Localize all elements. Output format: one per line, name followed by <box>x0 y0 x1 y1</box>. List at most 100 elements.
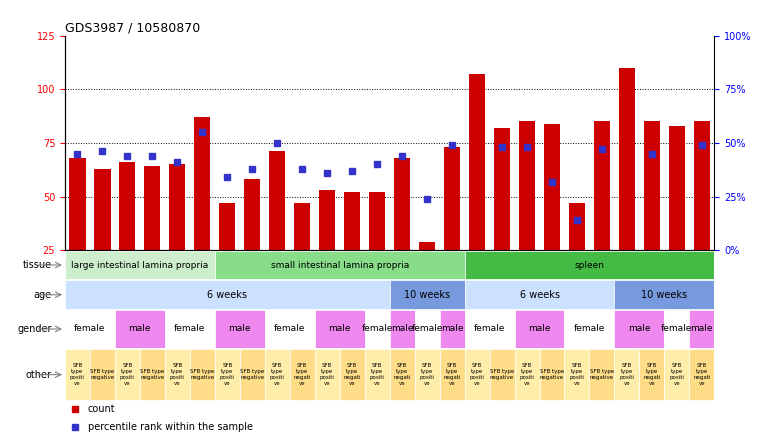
Bar <box>215 310 265 348</box>
Text: large intestinal lamina propria: large intestinal lamina propria <box>71 261 209 270</box>
Text: SFB
type
positi
ve: SFB type positi ve <box>320 364 335 386</box>
Bar <box>539 349 565 400</box>
Bar <box>340 349 364 400</box>
Bar <box>65 281 390 309</box>
Text: SFB
type
negati
ve: SFB type negati ve <box>693 364 711 386</box>
Text: female: female <box>274 325 306 333</box>
Bar <box>390 310 415 348</box>
Bar <box>115 349 140 400</box>
Text: female: female <box>474 325 505 333</box>
Text: SFB type
negative: SFB type negative <box>590 369 614 380</box>
Bar <box>265 349 290 400</box>
Bar <box>415 349 439 400</box>
Text: SFB
type
positi
ve: SFB type positi ve <box>220 364 235 386</box>
Text: male: male <box>228 325 251 333</box>
Bar <box>514 349 539 400</box>
Text: female: female <box>661 325 692 333</box>
Text: male: male <box>691 325 713 333</box>
Text: male: male <box>329 325 351 333</box>
Text: count: count <box>88 404 115 414</box>
Bar <box>494 128 510 250</box>
Bar <box>215 251 465 279</box>
Bar <box>689 349 714 400</box>
Bar <box>369 192 385 250</box>
Text: male: male <box>128 325 151 333</box>
Bar <box>115 310 165 348</box>
Text: SFB
type
positi
ve: SFB type positi ve <box>620 364 634 386</box>
Text: 6 weeks: 6 weeks <box>207 290 248 300</box>
Bar <box>344 192 361 250</box>
Text: SFB type
negative: SFB type negative <box>141 369 164 380</box>
Text: male: male <box>441 325 463 333</box>
Bar <box>269 151 286 250</box>
Bar <box>594 121 610 250</box>
Bar <box>265 310 315 348</box>
Text: SFB
type
negati
ve: SFB type negati ve <box>293 364 311 386</box>
Bar <box>364 310 390 348</box>
Text: female: female <box>361 325 393 333</box>
Bar <box>439 310 465 348</box>
Text: SFB type
negative: SFB type negative <box>540 369 564 380</box>
Text: SFB
type
negati
ve: SFB type negati ve <box>443 364 461 386</box>
Text: 10 weeks: 10 weeks <box>641 290 688 300</box>
Bar <box>194 117 210 250</box>
Bar <box>319 190 335 250</box>
Text: male: male <box>528 325 551 333</box>
Text: SFB
type
positi
ve: SFB type positi ve <box>270 364 285 386</box>
Bar <box>519 121 535 250</box>
Bar <box>65 310 115 348</box>
Text: SFB
type
negati
ve: SFB type negati ve <box>643 364 661 386</box>
Text: SFB
type
positi
ve: SFB type positi ve <box>370 364 384 386</box>
Bar <box>65 251 215 279</box>
Bar <box>65 349 90 400</box>
Bar <box>544 123 560 250</box>
Bar <box>94 169 111 250</box>
Bar <box>165 310 215 348</box>
Text: SFB type
negative: SFB type negative <box>190 369 215 380</box>
Bar <box>119 162 135 250</box>
Bar <box>668 126 685 250</box>
Text: male: male <box>628 325 651 333</box>
Bar <box>569 203 585 250</box>
Text: spleen: spleen <box>575 261 604 270</box>
Bar <box>90 349 115 400</box>
Bar <box>465 310 514 348</box>
Text: SFB
type
positi
ve: SFB type positi ve <box>170 364 185 386</box>
Bar <box>614 349 639 400</box>
Text: SFB
type
negati
ve: SFB type negati ve <box>393 364 411 386</box>
Bar <box>619 68 635 250</box>
Bar <box>614 281 714 309</box>
Text: SFB
type
positi
ve: SFB type positi ve <box>70 364 85 386</box>
Text: SFB
type
positi
ve: SFB type positi ve <box>569 364 584 386</box>
Bar <box>189 349 215 400</box>
Bar <box>315 310 364 348</box>
Bar <box>490 349 514 400</box>
Bar <box>394 158 410 250</box>
Bar <box>465 281 614 309</box>
Bar <box>694 121 710 250</box>
Bar <box>469 74 485 250</box>
Bar <box>169 164 186 250</box>
Bar <box>665 349 689 400</box>
Text: percentile rank within the sample: percentile rank within the sample <box>88 421 253 432</box>
Text: GDS3987 / 10580870: GDS3987 / 10580870 <box>65 21 200 34</box>
Bar <box>315 349 340 400</box>
Bar <box>390 349 415 400</box>
Text: SFB type
negative: SFB type negative <box>90 369 115 380</box>
Bar <box>240 349 265 400</box>
Bar <box>390 281 465 309</box>
Bar <box>639 349 665 400</box>
Text: SFB
type
positi
ve: SFB type positi ve <box>470 364 484 386</box>
Text: gender: gender <box>18 324 52 334</box>
Text: 10 weeks: 10 weeks <box>404 290 450 300</box>
Text: SFB
type
positi
ve: SFB type positi ve <box>669 364 685 386</box>
Bar <box>419 242 435 250</box>
Text: 6 weeks: 6 weeks <box>520 290 559 300</box>
Bar <box>565 349 590 400</box>
Bar <box>444 147 460 250</box>
Bar <box>294 203 310 250</box>
Bar <box>290 349 315 400</box>
Text: female: female <box>412 325 443 333</box>
Text: other: other <box>26 370 52 380</box>
Text: SFB
type
positi
ve: SFB type positi ve <box>520 364 535 386</box>
